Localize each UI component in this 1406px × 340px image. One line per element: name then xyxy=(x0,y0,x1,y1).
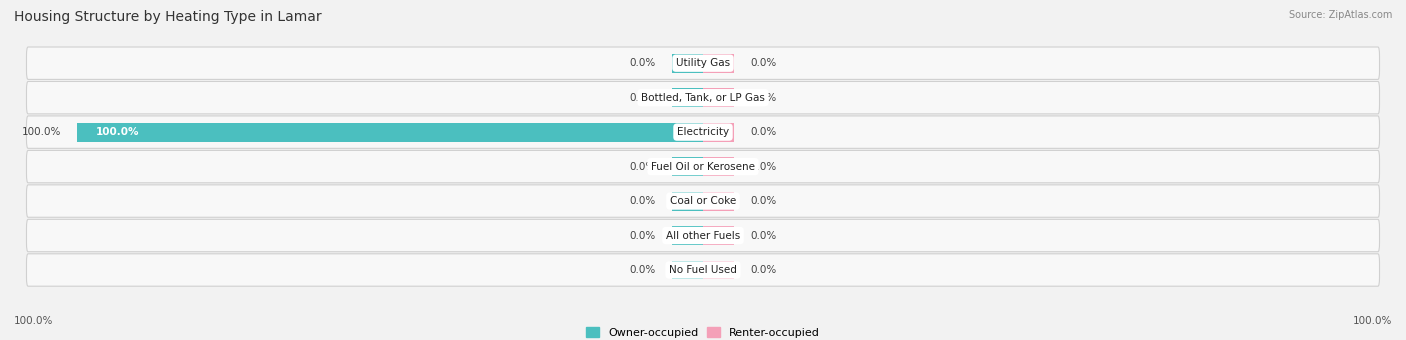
Bar xyxy=(703,260,734,279)
Legend: Owner-occupied, Renter-occupied: Owner-occupied, Renter-occupied xyxy=(581,323,825,340)
Bar xyxy=(703,226,734,245)
Text: 0.0%: 0.0% xyxy=(749,265,776,275)
FancyBboxPatch shape xyxy=(27,254,1379,286)
Bar xyxy=(703,157,734,176)
Text: 0.0%: 0.0% xyxy=(749,93,776,103)
Text: 0.0%: 0.0% xyxy=(749,58,776,68)
FancyBboxPatch shape xyxy=(27,150,1379,183)
Text: 100.0%: 100.0% xyxy=(96,127,139,137)
Text: Housing Structure by Heating Type in Lamar: Housing Structure by Heating Type in Lam… xyxy=(14,10,322,24)
Bar xyxy=(672,260,703,279)
FancyBboxPatch shape xyxy=(27,47,1379,80)
Text: No Fuel Used: No Fuel Used xyxy=(669,265,737,275)
Bar xyxy=(77,123,703,142)
Text: 0.0%: 0.0% xyxy=(630,196,657,206)
Bar xyxy=(703,54,734,73)
Bar xyxy=(672,54,703,73)
Text: 0.0%: 0.0% xyxy=(749,196,776,206)
Text: 100.0%: 100.0% xyxy=(14,317,53,326)
Text: 0.0%: 0.0% xyxy=(630,265,657,275)
Text: Bottled, Tank, or LP Gas: Bottled, Tank, or LP Gas xyxy=(641,93,765,103)
Text: Utility Gas: Utility Gas xyxy=(676,58,730,68)
Bar xyxy=(703,123,734,142)
Text: Electricity: Electricity xyxy=(676,127,730,137)
Text: 0.0%: 0.0% xyxy=(749,162,776,172)
Bar xyxy=(703,191,734,210)
Bar xyxy=(672,226,703,245)
Text: 0.0%: 0.0% xyxy=(749,127,776,137)
Text: All other Fuels: All other Fuels xyxy=(666,231,740,240)
FancyBboxPatch shape xyxy=(27,219,1379,252)
FancyBboxPatch shape xyxy=(27,185,1379,217)
Text: 0.0%: 0.0% xyxy=(630,162,657,172)
Bar xyxy=(672,88,703,107)
Text: 0.0%: 0.0% xyxy=(630,231,657,240)
Text: Fuel Oil or Kerosene: Fuel Oil or Kerosene xyxy=(651,162,755,172)
Text: 0.0%: 0.0% xyxy=(630,58,657,68)
FancyBboxPatch shape xyxy=(27,116,1379,148)
FancyBboxPatch shape xyxy=(27,82,1379,114)
Bar xyxy=(672,191,703,210)
Text: 0.0%: 0.0% xyxy=(749,231,776,240)
Text: 100.0%: 100.0% xyxy=(1353,317,1392,326)
Text: Source: ZipAtlas.com: Source: ZipAtlas.com xyxy=(1288,10,1392,20)
Text: 100.0%: 100.0% xyxy=(21,127,60,137)
Text: Coal or Coke: Coal or Coke xyxy=(669,196,737,206)
Bar xyxy=(672,157,703,176)
Bar xyxy=(703,88,734,107)
Text: 0.0%: 0.0% xyxy=(630,93,657,103)
